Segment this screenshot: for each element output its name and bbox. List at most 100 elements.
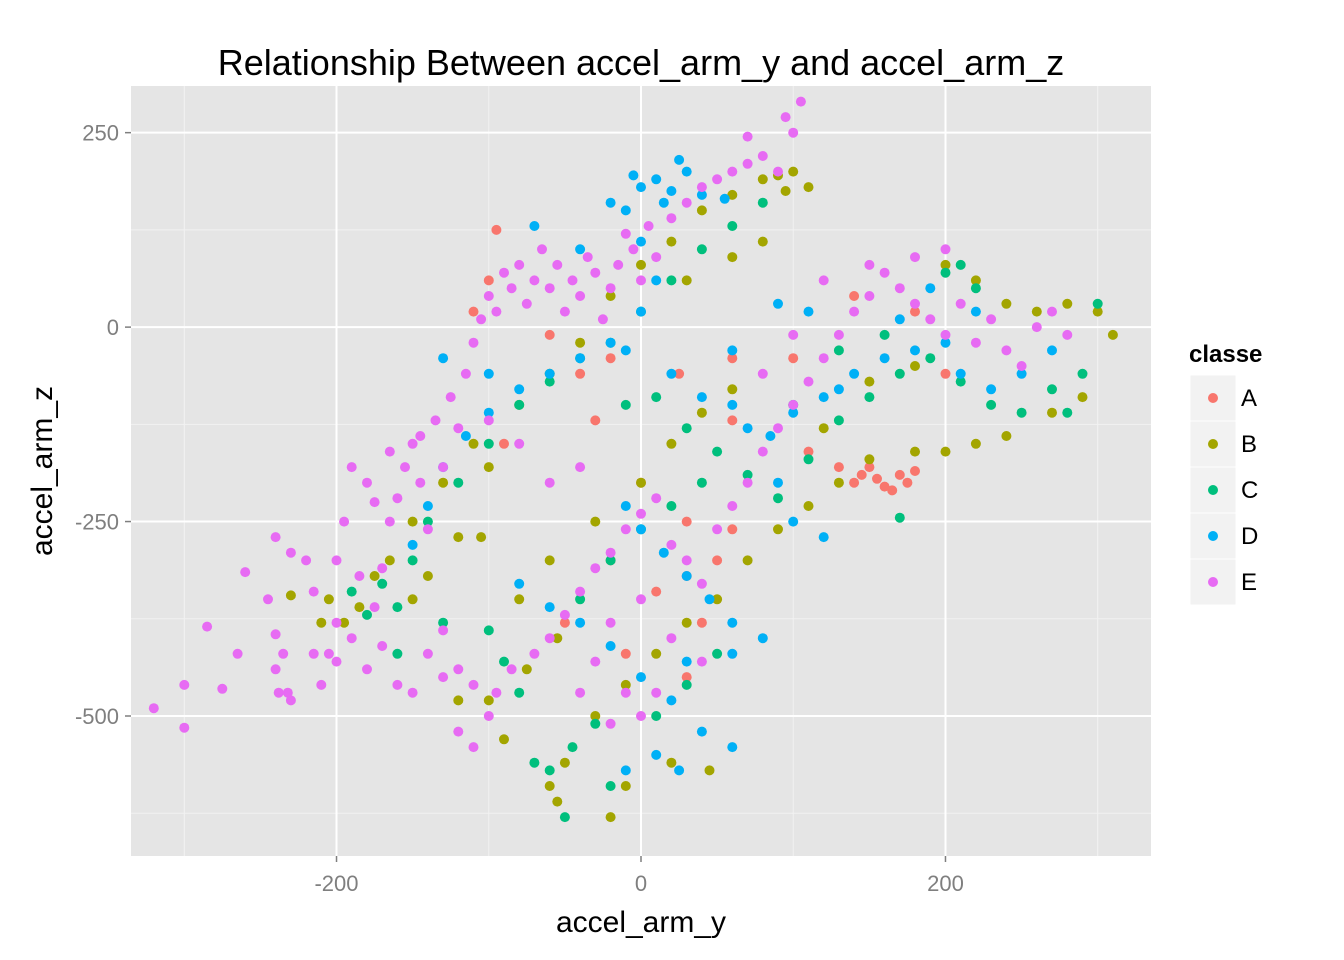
point-C <box>970 283 981 294</box>
point-C <box>681 423 692 434</box>
point-A <box>902 477 913 488</box>
point-E <box>773 423 783 434</box>
point-D <box>407 539 418 550</box>
point-D <box>986 384 997 395</box>
point-D <box>674 765 685 776</box>
point-C <box>575 594 586 605</box>
point-D <box>460 431 471 441</box>
point-D <box>681 656 692 667</box>
point-C <box>605 555 616 566</box>
point-B <box>354 602 365 613</box>
point-C <box>453 477 464 488</box>
point-E <box>696 656 707 667</box>
legend-label-A: A <box>1241 385 1257 412</box>
point-E <box>986 314 997 325</box>
point-D <box>651 749 662 760</box>
point-E <box>757 368 768 379</box>
point-E <box>285 695 296 706</box>
point-B <box>499 734 509 745</box>
point-E <box>636 594 646 605</box>
point-A <box>833 462 844 473</box>
point-E <box>651 493 662 504</box>
point-C <box>940 267 951 278</box>
point-E <box>651 252 662 263</box>
point-B <box>407 516 418 527</box>
point-B <box>285 590 296 601</box>
point-D <box>651 174 662 185</box>
point-D <box>925 283 936 294</box>
point-E <box>696 182 707 193</box>
point-C <box>773 493 783 504</box>
point-B <box>1077 392 1088 403</box>
point-E <box>346 633 357 644</box>
point-E <box>955 298 966 309</box>
point-E <box>757 446 768 457</box>
point-B <box>1047 407 1057 418</box>
point-D <box>696 189 707 200</box>
point-A <box>879 481 890 492</box>
point-E <box>559 609 570 620</box>
point-B <box>453 695 464 706</box>
point-E <box>460 368 471 379</box>
point-B <box>544 781 555 791</box>
point-E <box>1047 306 1057 317</box>
point-E <box>270 664 281 675</box>
point-B <box>1001 298 1012 309</box>
point-E <box>438 672 449 683</box>
point-B <box>605 812 616 823</box>
point-E <box>483 711 494 721</box>
point-C <box>392 648 403 659</box>
point-B <box>666 438 677 449</box>
point-C <box>605 781 616 791</box>
point-B <box>666 757 677 768</box>
point-B <box>940 446 951 457</box>
point-E <box>742 158 753 169</box>
point-E <box>681 555 692 566</box>
point-B <box>696 205 707 216</box>
point-E <box>590 563 601 574</box>
point-A <box>864 462 875 473</box>
y-tick-label: -250 <box>75 510 119 535</box>
point-B <box>803 501 814 511</box>
point-E <box>910 298 920 309</box>
point-B <box>970 275 981 286</box>
point-C <box>1092 298 1103 309</box>
point-D <box>727 617 738 628</box>
point-E <box>468 337 479 348</box>
point-E <box>559 306 570 317</box>
point-D <box>636 182 646 193</box>
point-B <box>727 189 738 200</box>
point-D <box>514 384 525 395</box>
point-E <box>384 516 395 527</box>
point-D <box>757 633 768 644</box>
point-E <box>894 283 905 294</box>
point-C <box>696 477 707 488</box>
point-D <box>849 368 860 379</box>
point-C <box>955 259 966 270</box>
point-C <box>742 469 753 480</box>
point-E <box>681 197 692 208</box>
point-D <box>658 547 669 558</box>
point-C <box>727 221 738 231</box>
point-E <box>285 547 296 558</box>
point-E <box>270 629 281 640</box>
point-D <box>879 353 890 364</box>
point-E <box>323 648 334 659</box>
y-tick-label: 250 <box>82 121 119 146</box>
point-E <box>331 555 342 566</box>
point-B <box>369 571 380 581</box>
point-C <box>483 438 494 449</box>
point-A <box>696 617 707 628</box>
legend-label-D: D <box>1241 523 1258 550</box>
point-D <box>620 205 631 216</box>
point-B <box>575 337 586 348</box>
point-A <box>849 477 860 488</box>
point-E <box>666 539 677 550</box>
point-C <box>1016 407 1027 418</box>
point-E <box>514 438 525 449</box>
point-D <box>575 353 586 364</box>
point-A <box>575 368 586 379</box>
point-B <box>1062 298 1073 309</box>
point-E <box>636 275 646 286</box>
